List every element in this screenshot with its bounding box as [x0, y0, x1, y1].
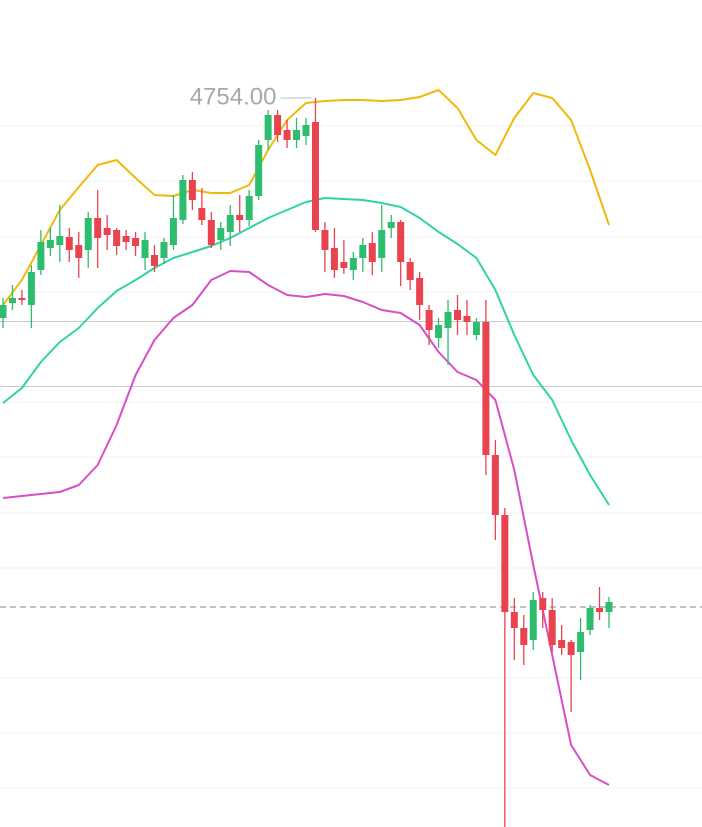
candle-body: [226, 215, 234, 232]
candle-body: [160, 242, 168, 258]
candle-body: [340, 262, 348, 268]
candle-body: [548, 610, 556, 645]
candle-body: [454, 310, 461, 320]
candle-body: [56, 236, 64, 245]
candle-body: [510, 612, 518, 628]
candle-body: [596, 608, 604, 612]
candle-body: [368, 243, 376, 262]
candle-body: [463, 316, 471, 322]
candle-body: [482, 322, 490, 455]
candle-body: [122, 236, 130, 242]
candle-body: [349, 258, 357, 270]
candle-body: [8, 298, 16, 303]
candle-body: [359, 245, 367, 258]
candle-body: [103, 228, 111, 235]
candle-body: [274, 115, 282, 135]
candle-body: [113, 230, 121, 246]
candle-body: [75, 245, 83, 258]
candle-body: [321, 230, 329, 250]
candle-body: [330, 248, 338, 270]
band-line: [2, 89, 610, 306]
candle-body: [567, 642, 575, 655]
candle-body: [264, 115, 272, 140]
candle-body: [37, 242, 45, 270]
background-grid: [0, 125, 702, 789]
candle-body: [236, 215, 244, 220]
candle-body: [65, 237, 73, 250]
candle-body: [520, 628, 528, 645]
candle-body: [18, 298, 26, 300]
candle-body: [472, 322, 480, 335]
band-line: [2, 270, 610, 786]
candle-body: [529, 600, 537, 640]
candle-body: [406, 262, 414, 280]
candle-body: [435, 325, 443, 338]
candle-body: [416, 278, 424, 305]
candle-body: [387, 222, 395, 228]
candle-body: [46, 240, 54, 248]
candle-body: [501, 515, 509, 612]
candle-body: [539, 598, 547, 610]
candle-body: [425, 310, 433, 330]
candle-body: [255, 145, 263, 196]
candle-body: [94, 218, 102, 238]
candle-body: [198, 208, 206, 220]
candle-body: [444, 312, 452, 328]
candle-body: [132, 238, 140, 246]
candle-body: [169, 218, 177, 245]
candle-body: [283, 130, 291, 140]
candle-body: [586, 608, 594, 630]
band-line: [2, 197, 610, 506]
candle-body: [84, 218, 92, 250]
candle-body: [558, 640, 566, 648]
candle-body: [491, 455, 499, 515]
candle-body: [311, 122, 319, 230]
candle-body: [0, 305, 7, 318]
candle-body: [245, 196, 253, 220]
candle-body: [293, 130, 301, 140]
high-label: 4754.00: [190, 83, 277, 110]
candle-body: [605, 602, 613, 612]
candle-body: [397, 222, 405, 262]
candle-body: [207, 220, 215, 245]
candle-body: [27, 272, 35, 305]
candle-body: [577, 632, 585, 652]
candle-body: [141, 240, 149, 258]
candle-body: [179, 180, 187, 220]
candle-body: [378, 230, 386, 258]
candle-body: [151, 255, 158, 266]
candle-body: [217, 228, 225, 240]
candle-body: [302, 125, 310, 136]
candle-body: [188, 180, 196, 200]
